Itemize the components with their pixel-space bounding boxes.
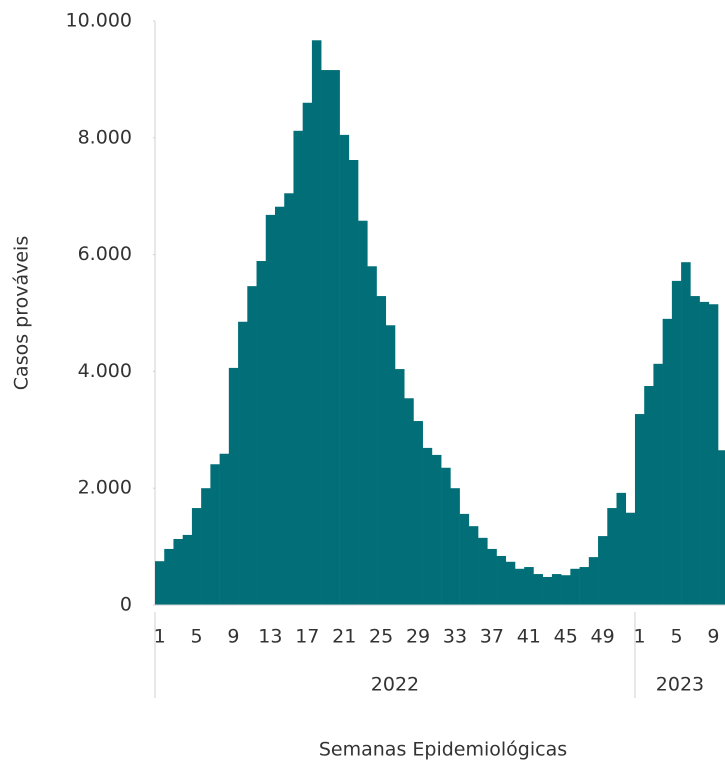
y-tick-label: 8.000 <box>78 126 132 148</box>
bar <box>238 321 248 605</box>
bar <box>524 567 534 605</box>
bar <box>367 266 377 605</box>
bar <box>542 576 553 605</box>
bar <box>588 557 599 605</box>
bar <box>653 363 663 605</box>
x-tick-label: 9 <box>227 626 239 648</box>
x-tick-label: 45 <box>554 626 578 648</box>
bar <box>468 526 479 605</box>
bar <box>404 398 414 605</box>
bar <box>376 296 387 605</box>
bar <box>394 369 405 605</box>
bar <box>625 512 636 605</box>
y-tick-label: 0 <box>120 594 132 616</box>
x-tick-label: 21 <box>332 626 356 648</box>
bar <box>607 508 617 605</box>
bar <box>385 325 396 605</box>
x-tick-label: 49 <box>591 626 615 648</box>
x-axis-title: Semanas Epidemiológicas <box>319 739 567 761</box>
bar <box>191 508 202 605</box>
x-tick-label: 1 <box>154 626 166 648</box>
y-tick-label: 10.000 <box>66 10 132 32</box>
bar <box>561 575 571 605</box>
bar <box>662 318 673 605</box>
bar <box>311 40 322 606</box>
bar <box>164 548 174 605</box>
bar <box>533 574 543 605</box>
bar <box>681 262 691 605</box>
bar <box>699 301 710 605</box>
bar <box>330 70 340 605</box>
bar <box>514 568 525 605</box>
bar <box>671 280 682 605</box>
bar <box>247 286 257 605</box>
bar <box>505 561 516 605</box>
bar <box>274 206 285 605</box>
bar <box>219 453 230 605</box>
bar <box>348 159 359 605</box>
bar <box>173 539 183 605</box>
x-tick-label: 37 <box>480 626 504 648</box>
x-tick-label: 1 <box>634 626 646 648</box>
x-tick-label: 41 <box>517 626 541 648</box>
bar <box>634 414 645 605</box>
bar <box>413 421 423 605</box>
bar <box>358 220 368 605</box>
bar <box>201 488 211 605</box>
bar <box>450 488 460 605</box>
bar <box>265 214 276 605</box>
bar <box>478 537 488 605</box>
bar <box>570 568 580 605</box>
bar <box>339 134 350 605</box>
y-tick-label: 4.000 <box>78 360 132 382</box>
bar <box>422 447 433 605</box>
y-tick-label: 2.000 <box>78 477 132 499</box>
x-tick-label: 13 <box>258 626 282 648</box>
bar <box>302 102 313 605</box>
x-tick-label: 17 <box>295 626 319 648</box>
bar <box>459 513 470 605</box>
x-tick-label: 5 <box>670 626 682 648</box>
bar <box>182 534 193 605</box>
bar <box>579 567 590 605</box>
bar <box>690 296 700 605</box>
bar <box>293 130 303 606</box>
bar <box>284 193 294 605</box>
bar <box>718 450 725 605</box>
bar <box>228 367 239 605</box>
group-label: 2023 <box>656 674 704 696</box>
x-tick-label: 9 <box>707 626 719 648</box>
bar <box>431 454 442 605</box>
bar <box>210 464 220 605</box>
y-axis-title: Casos prováveis <box>11 236 33 390</box>
bar <box>616 492 627 605</box>
bar <box>644 386 654 605</box>
bar <box>256 261 267 605</box>
x-tick-label: 29 <box>406 626 430 648</box>
bar <box>708 304 719 605</box>
bar <box>598 536 608 605</box>
bar <box>155 561 165 605</box>
bar <box>487 548 497 605</box>
bar <box>441 467 451 605</box>
y-tick-label: 6.000 <box>78 243 132 265</box>
bar <box>496 555 507 605</box>
bar <box>551 574 562 605</box>
x-tick-label: 5 <box>190 626 202 648</box>
x-tick-label: 25 <box>369 626 393 648</box>
group-label: 2022 <box>371 674 419 696</box>
x-tick-label: 33 <box>443 626 467 648</box>
bar <box>321 70 331 605</box>
